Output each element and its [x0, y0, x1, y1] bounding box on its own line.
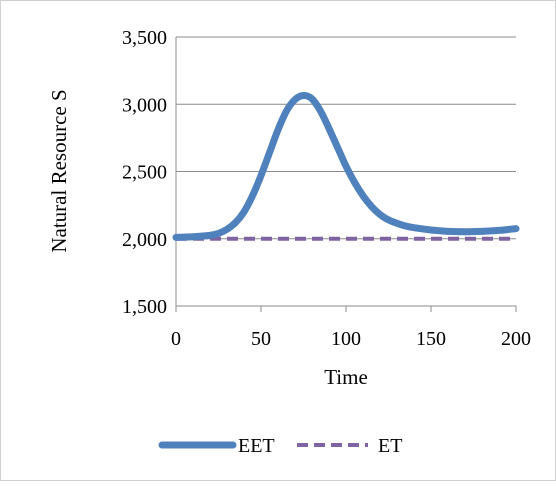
y-tick-label: 2,500	[122, 162, 167, 184]
series-group	[172, 92, 520, 241]
x-tick-label: 150	[416, 328, 446, 350]
x-tick-label: 100	[331, 328, 361, 350]
y-tick-label: 2,000	[122, 229, 167, 251]
y-axis-label: Natural Resource S	[47, 89, 71, 252]
x-tick-label: 200	[501, 328, 531, 350]
x-axis-label: Time	[324, 365, 368, 389]
legend-label-eet: EET	[238, 435, 275, 457]
x-tick-label: 0	[171, 328, 181, 350]
legend-label-et: ET	[378, 435, 402, 457]
axes	[175, 37, 517, 312]
legend: EET ET	[158, 435, 402, 457]
tick-labels: 1,500 2,000 2,500 3,000 3,500 0 50 100 150 200	[122, 27, 531, 350]
y-tick-label: 1,500	[122, 296, 167, 318]
x-tick-label: 50	[251, 328, 271, 350]
y-tick-label: 3,000	[122, 94, 167, 116]
series-line-eet	[172, 92, 520, 241]
y-tick-label: 3,500	[122, 27, 167, 49]
